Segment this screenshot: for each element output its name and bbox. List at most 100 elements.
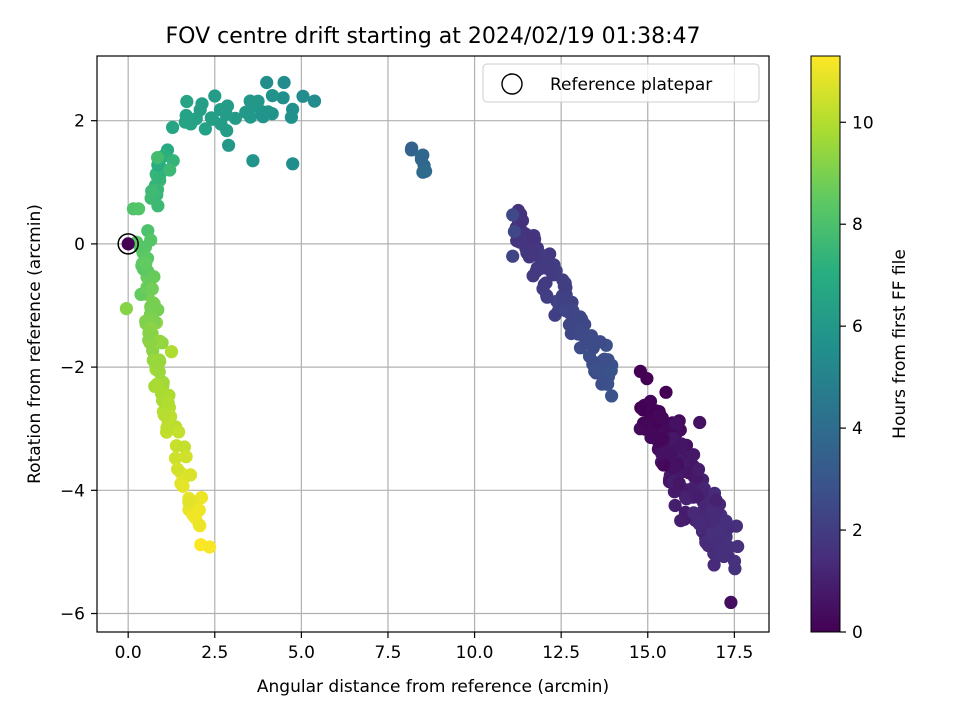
data-point bbox=[524, 232, 538, 247]
data-point bbox=[719, 514, 733, 528]
data-point bbox=[182, 495, 196, 509]
colorbar-tick-label: 4 bbox=[852, 419, 863, 439]
data-point bbox=[640, 418, 654, 432]
data-point bbox=[693, 415, 707, 430]
data-point bbox=[706, 503, 720, 517]
data-point bbox=[203, 540, 217, 554]
data-point bbox=[705, 527, 719, 541]
data-point bbox=[276, 91, 290, 105]
data-point bbox=[168, 451, 183, 465]
data-point bbox=[152, 380, 166, 394]
data-point bbox=[206, 112, 220, 126]
data-point bbox=[643, 394, 658, 408]
x-tick-label: 5.0 bbox=[288, 643, 315, 663]
data-point bbox=[145, 184, 159, 198]
data-point bbox=[198, 122, 212, 136]
x-tick-label: 10.0 bbox=[456, 643, 494, 663]
data-point bbox=[692, 517, 707, 531]
y-axis-ticks: −6 −4 −2 0 2 bbox=[60, 112, 97, 625]
data-point bbox=[604, 364, 618, 378]
data-point bbox=[687, 448, 701, 462]
data-point bbox=[538, 257, 552, 272]
data-point bbox=[260, 75, 274, 90]
legend-label-reference: Reference platepar bbox=[550, 75, 712, 95]
data-point bbox=[284, 110, 298, 124]
data-point bbox=[634, 401, 648, 415]
data-point bbox=[559, 304, 573, 318]
data-point bbox=[540, 290, 554, 304]
colorbar-tick-label: 2 bbox=[852, 521, 863, 541]
data-point bbox=[574, 325, 588, 339]
data-point bbox=[687, 506, 701, 520]
data-point bbox=[164, 345, 179, 359]
y-tick-label: −6 bbox=[60, 605, 85, 625]
data-point bbox=[208, 89, 222, 103]
data-point bbox=[171, 462, 185, 476]
data-point bbox=[160, 421, 174, 435]
x-tick-label: 17.5 bbox=[715, 643, 753, 663]
data-point bbox=[597, 352, 612, 366]
data-point bbox=[157, 408, 171, 422]
first-data-point bbox=[121, 237, 135, 251]
data-point bbox=[286, 157, 300, 171]
x-tick-label: 2.5 bbox=[201, 643, 228, 663]
data-point bbox=[132, 202, 146, 216]
data-point bbox=[548, 308, 562, 322]
data-point bbox=[246, 96, 260, 110]
data-point bbox=[674, 514, 688, 528]
colorbar-tick-label: 0 bbox=[852, 623, 863, 643]
grid bbox=[97, 56, 769, 632]
y-tick-label: −2 bbox=[60, 358, 85, 378]
data-point bbox=[151, 199, 165, 213]
data-point bbox=[731, 539, 745, 554]
data-point bbox=[414, 152, 428, 166]
data-point bbox=[659, 385, 673, 399]
data-point bbox=[605, 389, 619, 403]
data-point bbox=[296, 89, 310, 103]
data-point bbox=[183, 468, 198, 482]
colorbar-tick-label: 10 bbox=[852, 113, 874, 133]
x-tick-label: 7.5 bbox=[374, 643, 401, 663]
x-tick-label: 15.0 bbox=[629, 643, 667, 663]
data-point bbox=[707, 558, 721, 572]
data-point bbox=[724, 595, 738, 610]
legend-box bbox=[482, 63, 760, 103]
data-point bbox=[690, 490, 705, 504]
data-point bbox=[515, 214, 530, 228]
data-point bbox=[537, 277, 551, 292]
colorbar: 0 2 4 6 8 10 Hours from first FF file bbox=[810, 55, 910, 643]
data-point bbox=[728, 562, 742, 576]
data-point bbox=[151, 151, 165, 165]
data-point bbox=[590, 364, 604, 378]
plot-frame bbox=[96, 55, 770, 633]
data-point bbox=[166, 120, 180, 134]
data-point bbox=[246, 154, 260, 168]
data-point bbox=[655, 447, 669, 461]
colorbar-tick-label: 8 bbox=[852, 215, 863, 235]
data-point bbox=[152, 365, 166, 379]
data-point bbox=[256, 110, 270, 124]
data-point bbox=[633, 364, 648, 378]
data-point bbox=[405, 141, 419, 155]
y-tick-label: −4 bbox=[60, 481, 85, 501]
data-point bbox=[717, 549, 731, 564]
data-point bbox=[691, 462, 706, 476]
data-point bbox=[506, 249, 520, 263]
data-point bbox=[219, 107, 233, 121]
y-tick-label: 0 bbox=[74, 235, 85, 255]
data-point bbox=[583, 337, 597, 351]
data-point bbox=[153, 354, 167, 369]
data-point bbox=[192, 518, 206, 532]
data-point bbox=[582, 349, 597, 363]
data-point bbox=[507, 225, 521, 239]
chart-title: FOV centre drift starting at 2024/02/19 … bbox=[166, 24, 701, 49]
x-axis-ticks: 0.0 2.5 5.0 7.5 10.0 12.5 15.0 17.5 bbox=[115, 632, 753, 663]
data-point bbox=[145, 282, 159, 296]
data-point bbox=[668, 498, 682, 513]
data-point bbox=[265, 89, 279, 103]
data-point bbox=[144, 233, 158, 247]
data-point bbox=[559, 281, 573, 295]
data-point bbox=[146, 296, 160, 310]
data-point bbox=[243, 110, 258, 124]
